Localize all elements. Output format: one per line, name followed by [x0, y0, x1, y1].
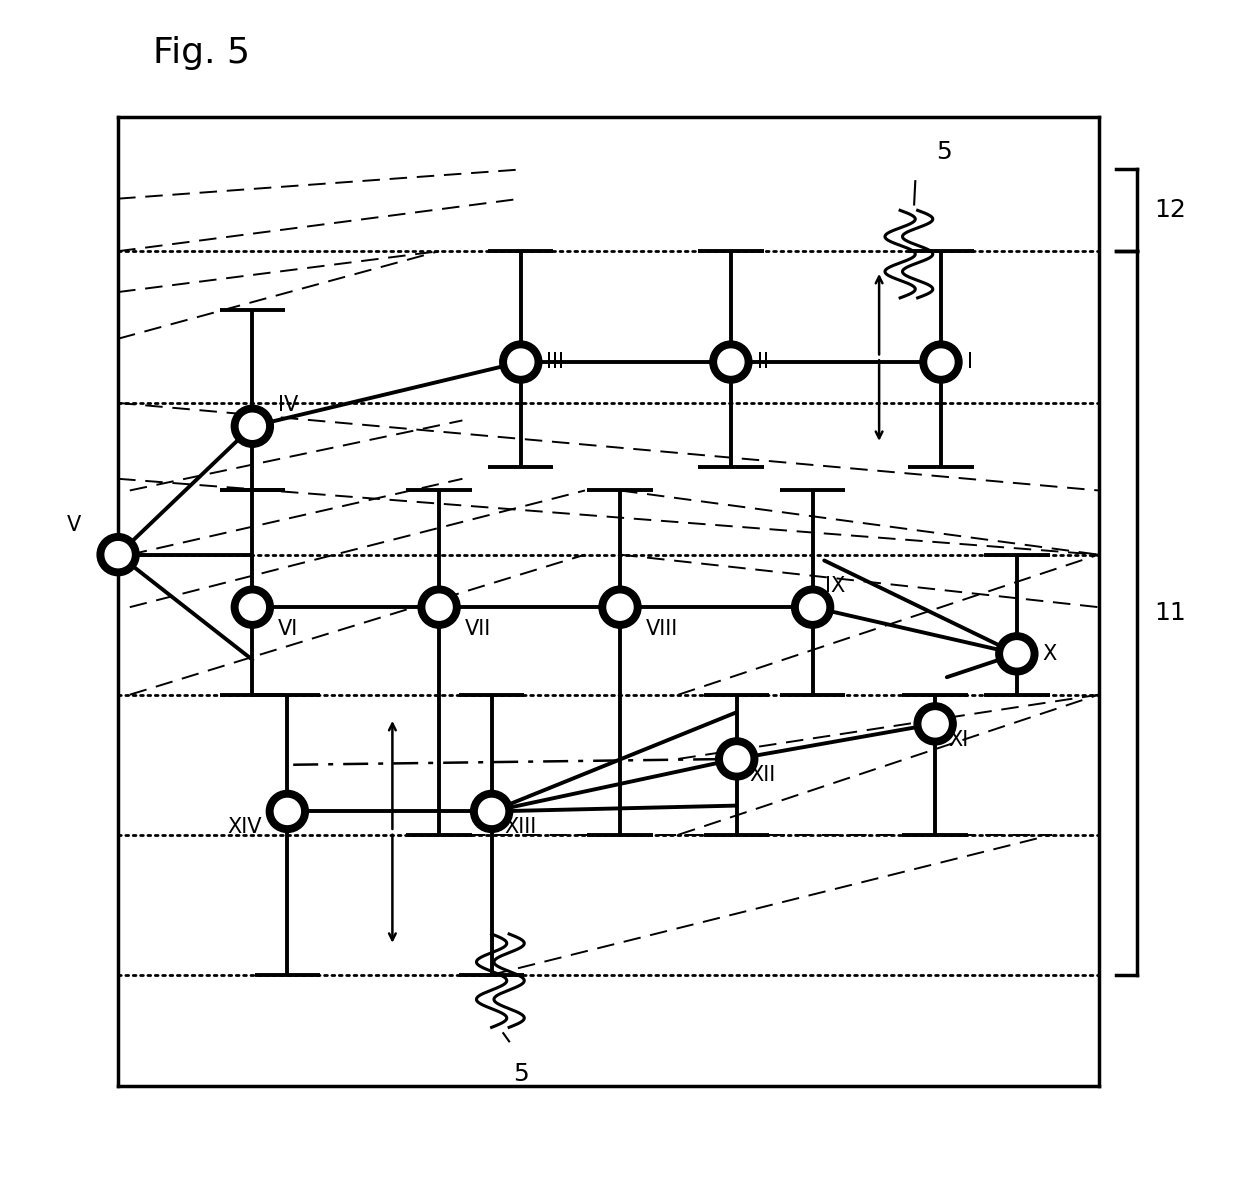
Text: VII: VII	[465, 619, 491, 638]
Circle shape	[507, 349, 533, 375]
Circle shape	[928, 349, 954, 375]
Circle shape	[923, 711, 949, 737]
Circle shape	[800, 594, 826, 621]
Text: X: X	[1043, 644, 1056, 663]
Circle shape	[479, 798, 505, 824]
Text: IX: IX	[826, 575, 846, 596]
Text: 12: 12	[1154, 199, 1187, 223]
Circle shape	[232, 405, 273, 448]
Text: XII: XII	[749, 765, 776, 785]
Circle shape	[709, 341, 751, 384]
Circle shape	[427, 594, 453, 621]
Circle shape	[267, 791, 309, 833]
Circle shape	[239, 413, 265, 439]
Text: 5: 5	[513, 1062, 528, 1086]
Circle shape	[500, 341, 542, 384]
Circle shape	[105, 542, 131, 568]
Circle shape	[715, 738, 758, 780]
Text: I: I	[967, 353, 972, 372]
Circle shape	[724, 746, 750, 772]
Text: VIII: VIII	[646, 619, 678, 638]
Circle shape	[1004, 641, 1030, 667]
Circle shape	[791, 586, 833, 628]
Circle shape	[418, 586, 460, 628]
Text: VI: VI	[278, 619, 299, 638]
Circle shape	[996, 632, 1038, 675]
Circle shape	[920, 341, 962, 384]
Circle shape	[274, 798, 300, 824]
Text: III: III	[547, 353, 564, 372]
Circle shape	[97, 534, 139, 575]
Circle shape	[606, 594, 634, 621]
Text: 5: 5	[936, 141, 952, 164]
Text: V: V	[67, 516, 81, 536]
Circle shape	[718, 349, 744, 375]
Text: XIV: XIV	[227, 817, 262, 837]
Circle shape	[232, 586, 273, 628]
Circle shape	[914, 703, 956, 744]
Circle shape	[239, 594, 265, 621]
Circle shape	[471, 791, 512, 833]
Text: IV: IV	[278, 394, 299, 414]
Text: 11: 11	[1154, 601, 1187, 625]
Text: II: II	[756, 353, 769, 372]
Text: Fig. 5: Fig. 5	[153, 36, 250, 70]
Text: XIII: XIII	[505, 817, 537, 837]
Text: XI: XI	[947, 730, 968, 749]
Circle shape	[599, 586, 641, 628]
